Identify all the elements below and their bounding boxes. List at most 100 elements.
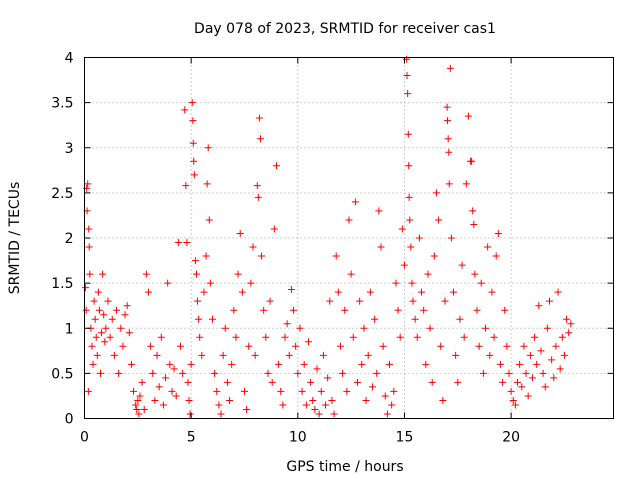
data-point [270,225,278,233]
data-point [95,306,103,314]
data-point [432,189,440,197]
data-point [136,392,144,400]
data-point [292,342,300,350]
grid-lines [84,57,614,419]
data-point [198,351,206,359]
data-point [260,306,268,314]
data-point [548,356,556,364]
data-point [341,306,349,314]
data-points [82,55,575,418]
data-point [552,342,560,350]
data-point [147,342,155,350]
data-point [326,297,334,305]
data-point [328,396,336,404]
data-point [187,360,195,368]
data-point [507,387,515,395]
data-point [251,351,259,359]
data-point [533,360,541,368]
data-point [373,369,381,377]
data-point [88,342,96,350]
data-point [272,162,280,170]
data-point [426,324,434,332]
data-point [96,369,104,377]
data-point [456,315,464,323]
data-point [528,374,536,382]
data-point [172,392,180,400]
data-point [170,365,178,373]
data-point [386,360,394,368]
data-point [287,285,295,293]
data-point [311,405,319,413]
x-axis-label: GPS time / hours [286,459,403,475]
data-point [501,306,509,314]
data-point [522,369,530,377]
data-point [277,387,285,395]
data-point [192,270,200,278]
data-point [249,243,257,251]
data-point [439,396,447,404]
data-point [127,360,135,368]
data-point [407,243,415,251]
data-point [188,99,196,107]
data-point [256,135,264,143]
data-point [469,207,477,215]
data-point [254,193,262,201]
data-point [211,369,219,377]
data-point [115,369,123,377]
data-point [121,311,129,319]
y-tick-label: 1.5 [51,276,73,292]
data-point [100,311,108,319]
data-point [151,396,159,404]
data-point [189,117,197,125]
data-point [445,148,453,156]
data-point [339,369,347,377]
data-point [403,72,411,80]
y-tick-label: 2 [65,231,74,247]
data-point [334,288,342,296]
x-tick-label: 10 [289,430,307,446]
data-point [539,369,547,377]
data-point [468,157,476,165]
data-point [388,401,396,409]
data-point [255,114,263,122]
data-point [482,324,490,332]
data-point [464,112,472,120]
data-point [182,182,190,190]
data-point [319,351,327,359]
data-point [413,333,421,341]
y-tick-label: 2.5 [51,186,73,202]
data-point [349,333,357,341]
data-point [117,324,125,332]
data-point [324,374,332,382]
data-point [418,288,426,296]
x-tick-label: 5 [187,430,196,446]
y-tick-label: 0.5 [51,366,73,382]
data-point [185,396,193,404]
data-point [232,333,240,341]
data-point [317,387,325,395]
data-point [514,378,522,386]
data-point [217,410,225,418]
data-point [253,182,261,190]
data-point [518,383,526,391]
data-point [226,396,234,404]
data-point [155,383,163,391]
data-point [283,320,291,328]
data-point [138,378,146,386]
data-point [133,405,141,413]
data-point [184,378,192,386]
data-point [452,351,460,359]
data-point [162,374,170,382]
data-point [371,315,379,323]
data-point [435,216,443,224]
data-point [336,342,344,350]
data-point [84,387,92,395]
data-point [213,387,221,395]
data-point [142,270,150,278]
data-point [560,351,568,359]
data-point [106,333,114,341]
data-point [268,378,276,386]
data-point [362,396,370,404]
